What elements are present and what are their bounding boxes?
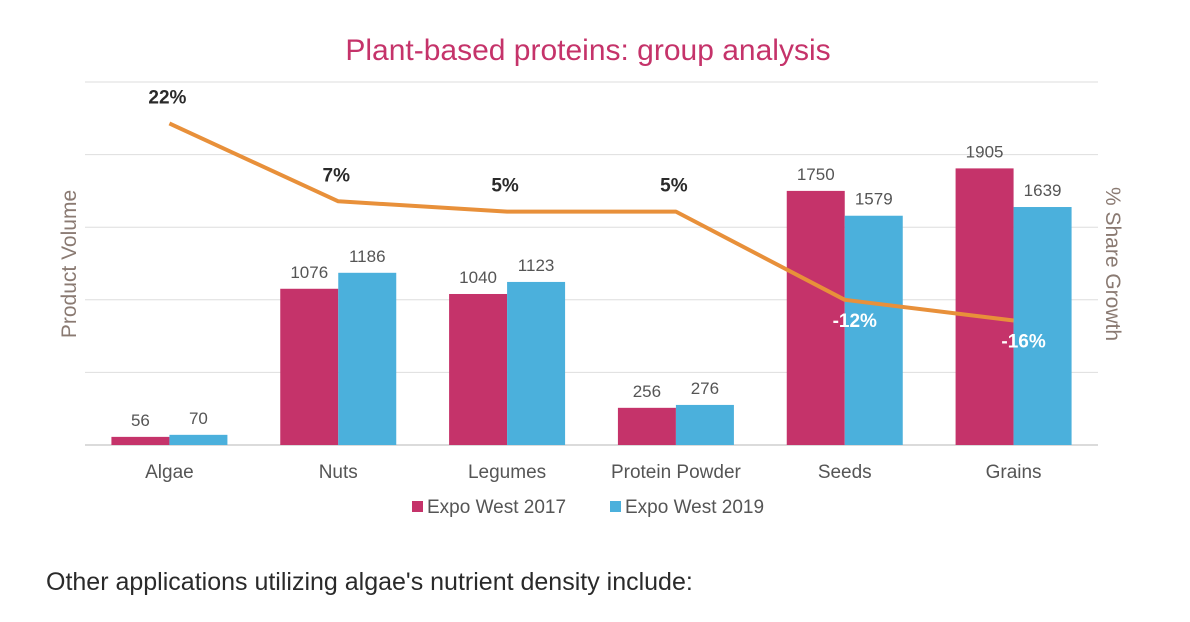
y2-axis-label: % Share Growth [1101, 187, 1124, 341]
bar [169, 434, 228, 445]
legend-swatch [610, 501, 621, 512]
growth-line: 22% 7% 5% 5% -12% -16% [148, 87, 1045, 352]
bar [844, 215, 903, 445]
growth-value-label: 5% [660, 176, 688, 197]
bar-value-label: 1639 [1024, 181, 1062, 200]
x-tick-labels: Algae Nuts Legumes Protein Powder Seeds Grain… [145, 462, 1041, 483]
growth-value-label: 5% [491, 176, 519, 197]
bar-labels: 56 70 1076 1186 1040 1123 256 276 1750 1579 1905 16… [131, 142, 1062, 429]
bar [449, 293, 508, 445]
bar-value-label: 1123 [518, 256, 555, 275]
caption-text: Other applications utilizing algae's nut… [46, 568, 693, 596]
bar-value-label: 276 [691, 379, 719, 398]
x-tick-label: Algae [145, 462, 194, 483]
bar [617, 407, 676, 445]
x-tick-label: Nuts [319, 462, 358, 483]
gridlines [85, 81, 1098, 446]
x-tick-label: Legumes [468, 462, 546, 483]
growth-value-label: -16% [1001, 332, 1045, 353]
bar-value-label: 1905 [966, 142, 1004, 161]
bar-value-label: 70 [189, 409, 208, 428]
x-tick-label: Grains [986, 462, 1042, 483]
bar [111, 436, 170, 445]
y-axis-label: Product Volume [58, 190, 81, 338]
x-tick-label: Protein Powder [611, 462, 742, 483]
chart: Plant-based proteins: group analysis 56 7… [58, 34, 1124, 518]
bar-value-label: 1040 [459, 268, 497, 287]
growth-value-label: 22% [148, 87, 186, 108]
bar [1013, 207, 1072, 445]
bar [338, 272, 397, 445]
bar-value-label: 1750 [797, 165, 835, 184]
bar [280, 288, 339, 445]
bar [675, 404, 734, 445]
x-tick-label: Seeds [818, 462, 872, 483]
bar-value-label: 1579 [855, 190, 893, 209]
legend-label: Expo West 2017 [427, 497, 566, 518]
bars [111, 168, 1072, 446]
bar [507, 281, 566, 445]
legend: Expo West 2017 Expo West 2019 [412, 497, 764, 518]
growth-value-label: 7% [323, 165, 351, 186]
chart-title: Plant-based proteins: group analysis [345, 34, 830, 67]
legend-swatch [412, 501, 423, 512]
growth-value-label: -12% [833, 311, 877, 332]
bar-value-label: 1076 [290, 263, 328, 282]
bar-value-label: 256 [633, 382, 661, 401]
legend-label: Expo West 2019 [625, 497, 764, 518]
bar [786, 190, 845, 445]
growth-line-path [168, 121, 1014, 323]
bar-value-label: 56 [131, 411, 150, 430]
bar [955, 168, 1014, 446]
bar-value-label: 1186 [349, 247, 386, 266]
